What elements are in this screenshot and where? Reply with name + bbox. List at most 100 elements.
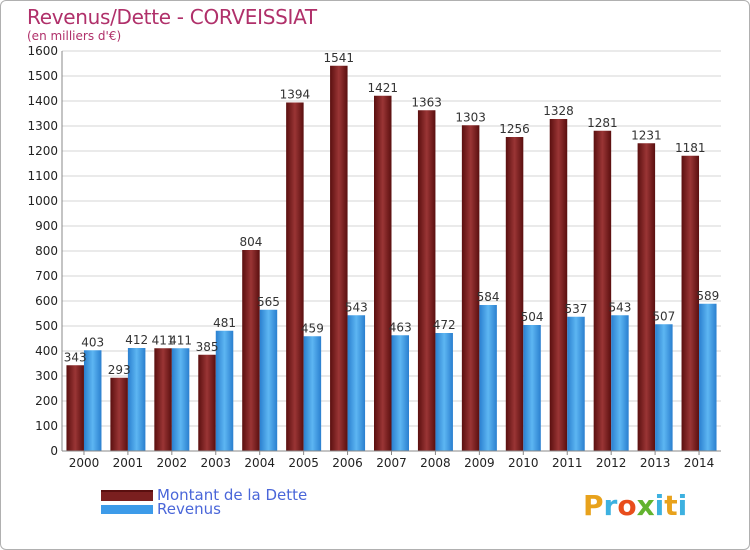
chart-subtitle: (en milliers d'€) (27, 29, 122, 43)
legend-swatch-debt (101, 489, 153, 501)
value-label-revenus-2001: 412 (125, 333, 148, 347)
value-label-revenus-2005: 459 (301, 321, 324, 335)
proxiti-logo: Proxiti (583, 489, 687, 522)
value-label-debt-2000: 343 (64, 350, 87, 364)
bar-debt-2014 (681, 155, 700, 451)
bar-revenus-2014 (699, 303, 717, 451)
bar-debt-2003 (198, 354, 216, 451)
x-tick-label: 2002 (157, 456, 188, 470)
y-tick-label: 600 (35, 294, 58, 308)
x-tick-label: 2005 (288, 456, 319, 470)
y-tick-label: 100 (35, 419, 58, 433)
value-label-debt-2011: 1328 (543, 104, 574, 118)
legend-swatch-revenus (101, 504, 153, 514)
bar-debt-2004 (242, 250, 260, 451)
x-tick-label: 2013 (640, 456, 671, 470)
bar-revenus-2011 (567, 316, 585, 451)
x-tick-label: 2008 (420, 456, 451, 470)
bar-debt-2012 (593, 130, 612, 451)
bar-debt-2002 (154, 348, 172, 451)
y-tick-label: 0 (50, 444, 58, 458)
value-label-revenus-2010: 504 (521, 310, 544, 324)
y-tick-label: 1300 (27, 119, 58, 133)
value-label-debt-2007: 1421 (367, 81, 398, 95)
bar-revenus-2009 (479, 305, 497, 451)
y-tick-label: 1500 (27, 69, 58, 83)
axis-layer: 0 100 200 300 400 500 600 700 800 900 1000 1100 1200… (27, 44, 721, 470)
legend-item-debt: Montant de la Dette (101, 486, 308, 504)
value-label-debt-2005: 1394 (280, 88, 311, 102)
bar-revenus-2001 (127, 348, 146, 451)
x-tick-label: 2003 (200, 456, 231, 470)
logo-letter: o (617, 489, 637, 522)
y-tick-label: 1600 (27, 44, 58, 58)
bar-debt-2000 (66, 365, 84, 451)
value-label-revenus-2004: 565 (257, 295, 280, 309)
value-label-revenus-2013: 507 (652, 309, 675, 323)
value-label-revenus-2012: 543 (608, 300, 631, 314)
y-tick-label: 1000 (27, 194, 58, 208)
x-tick-label: 2001 (113, 456, 144, 470)
logo-letter: i (677, 489, 688, 522)
x-tick-label: 2012 (596, 456, 627, 470)
value-label-revenus-2014: 589 (696, 289, 719, 303)
bar-debt-2005 (286, 102, 304, 451)
legend-item-revenus: Revenus (101, 500, 221, 518)
y-tick-label: 900 (35, 219, 58, 233)
logo-letter: t (664, 489, 678, 522)
value-label-revenus-2006: 543 (345, 300, 368, 314)
bar-debt-2011 (549, 119, 568, 451)
value-label-debt-2006: 1541 (324, 51, 355, 65)
x-tick-label: 2006 (332, 456, 363, 470)
value-label-debt-2014: 1181 (675, 141, 706, 155)
bar-debt-2006 (330, 65, 348, 451)
value-label-debt-2002: 411 (152, 333, 175, 347)
bar-revenus-2003 (215, 330, 234, 451)
value-label-revenus-2007: 463 (389, 320, 412, 334)
bar-debt-2007 (374, 95, 392, 451)
x-tick-label: 2007 (376, 456, 407, 470)
value-label-debt-2001: 293 (108, 363, 131, 377)
value-label-debt-2009: 1303 (455, 110, 486, 124)
bar-revenus-2012 (611, 315, 629, 451)
value-label-revenus-2011: 537 (565, 302, 588, 316)
x-tick-label: 2014 (684, 456, 715, 470)
bar-revenus-2013 (655, 324, 673, 451)
y-tick-label: 300 (35, 369, 58, 383)
bar-revenus-2010 (523, 325, 541, 451)
y-tick-label: 400 (35, 344, 58, 358)
bar-revenus-2005 (303, 336, 322, 451)
y-tick-label: 1200 (27, 144, 58, 158)
logo-letter: P (583, 489, 604, 522)
logo-letter: i (654, 489, 665, 522)
bar-revenus-2008 (435, 333, 453, 451)
value-label-revenus-2002: 411 (169, 333, 192, 347)
value-label-debt-2003: 385 (196, 340, 219, 354)
legend-label-debt: Montant de la Dette (157, 486, 308, 504)
y-tick-label: 1400 (27, 94, 58, 108)
y-tick-label: 200 (35, 394, 58, 408)
logo-letter: x (636, 489, 655, 522)
y-tick-label: 1100 (27, 169, 58, 183)
value-label-debt-2010: 1256 (499, 122, 530, 136)
y-tick-label: 500 (35, 319, 58, 333)
value-label-revenus-2000: 403 (81, 335, 104, 349)
x-tick-label: 2004 (244, 456, 275, 470)
value-label-debt-2013: 1231 (631, 128, 662, 142)
value-label-revenus-2009: 584 (477, 290, 500, 304)
logo-letter: r (603, 489, 618, 522)
value-label-debt-2004: 804 (239, 235, 262, 249)
x-tick-label: 2011 (552, 456, 583, 470)
bar-debt-2001 (110, 377, 128, 451)
bar-revenus-2006 (347, 315, 366, 451)
bar-revenus-2002 (171, 348, 190, 451)
y-tick-label: 800 (35, 244, 58, 258)
bar-debt-2010 (505, 137, 524, 451)
bar-revenus-2004 (259, 309, 278, 451)
value-label-revenus-2008: 472 (433, 318, 456, 332)
legend-label-revenus: Revenus (157, 500, 221, 518)
value-label-debt-2012: 1281 (587, 116, 618, 130)
